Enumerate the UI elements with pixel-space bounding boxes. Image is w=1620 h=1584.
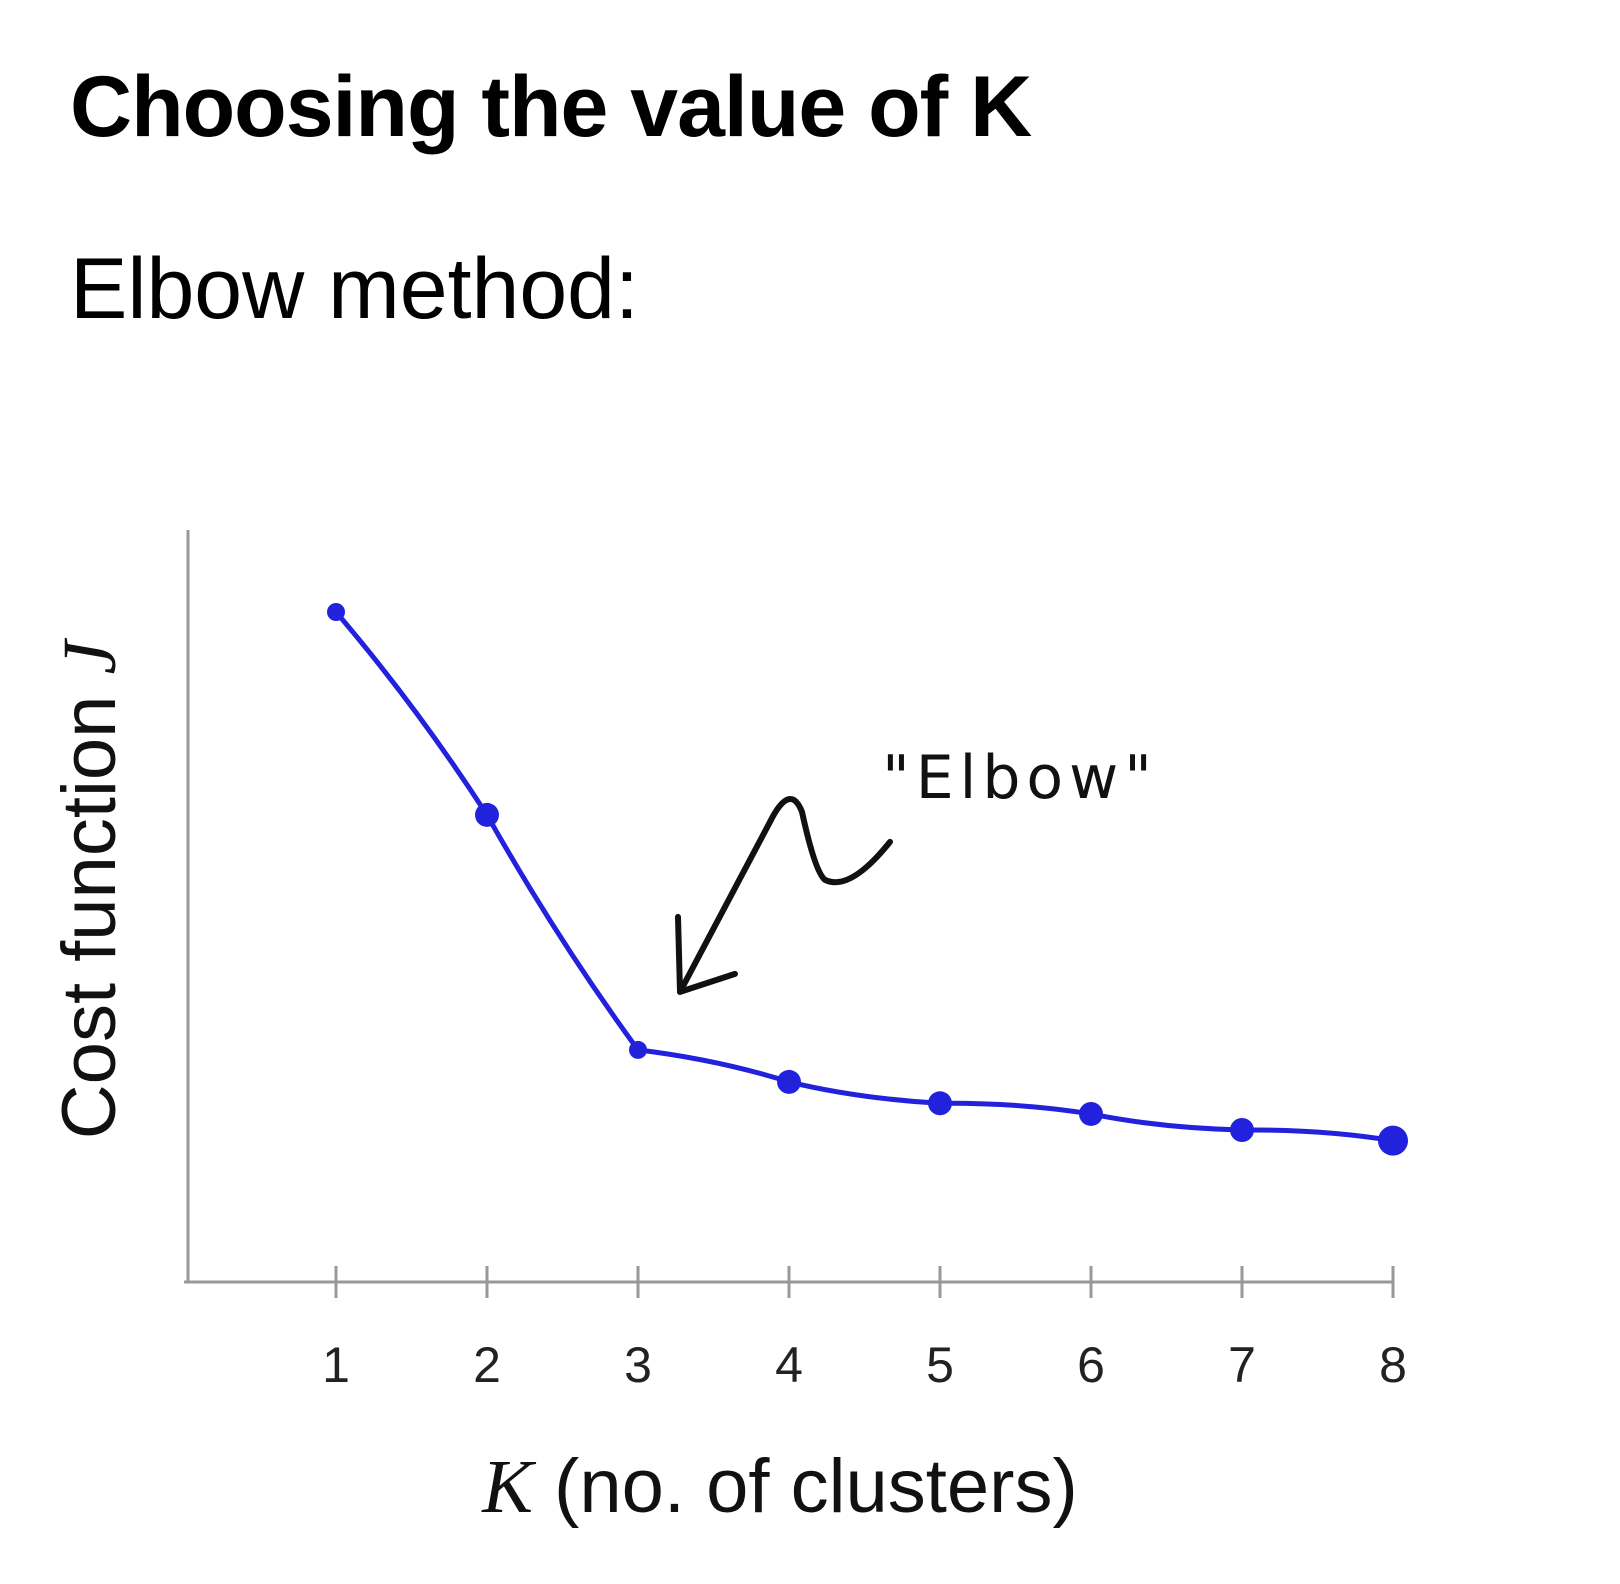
annotation-arrow	[677, 796, 893, 995]
data-point	[327, 603, 345, 621]
x-tick-label: 8	[1379, 1337, 1407, 1393]
data-point	[777, 1069, 801, 1094]
x-axis-label-text: (no. of clusters)	[533, 1444, 1078, 1529]
chart-series	[327, 603, 1408, 1156]
series-line	[333, 609, 1396, 1144]
x-axis-label: K (no. of clusters)	[481, 1444, 1078, 1529]
y-axis-variable: J	[48, 638, 132, 675]
slide-title: Choosing the value of K	[70, 59, 1032, 155]
chart-axes	[184, 530, 1392, 1284]
data-point	[1079, 1101, 1103, 1126]
annotation-label: "Elbow"	[882, 743, 1158, 813]
annotation-arrowhead	[675, 913, 738, 995]
data-point	[1378, 1125, 1408, 1156]
data-point	[928, 1091, 952, 1116]
x-tick-label: 7	[1228, 1337, 1256, 1393]
x-ticks: 1 2 3 4 5 6 7 8	[322, 1266, 1407, 1393]
x-tick-label: 1	[322, 1337, 350, 1393]
y-axis-label-text: Cost function	[47, 675, 132, 1140]
x-tick-label: 3	[624, 1337, 652, 1393]
x-tick-label: 4	[775, 1337, 803, 1393]
data-point	[1230, 1117, 1254, 1142]
data-point	[475, 802, 499, 827]
x-axis-variable: K	[481, 1445, 536, 1529]
y-axis-label: Cost function J	[47, 638, 132, 1140]
x-tick-label: 6	[1077, 1337, 1105, 1393]
elbow-annotation: "Elbow"	[675, 743, 1158, 995]
slide-subtitle: Elbow method:	[70, 241, 639, 337]
data-point	[629, 1040, 647, 1059]
x-tick-label: 2	[473, 1337, 501, 1393]
x-tick-label: 5	[926, 1337, 954, 1393]
